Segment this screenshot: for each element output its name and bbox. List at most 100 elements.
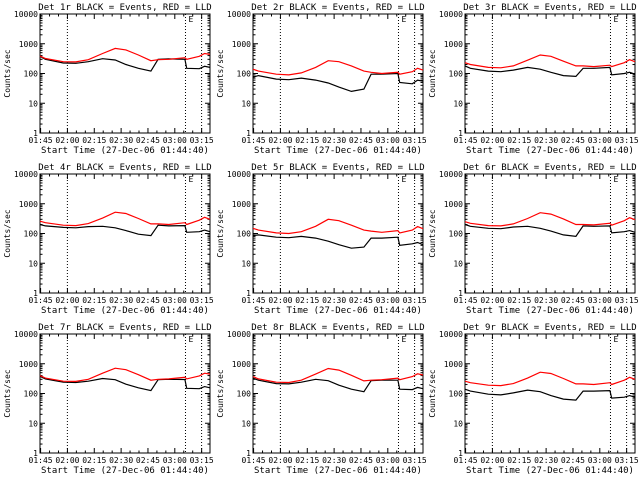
x-tick-label: 02:00 [268,136,292,145]
y-axis-label: Counts/sec [3,49,12,97]
series-line-lld [39,211,211,227]
marker-e: E [188,335,193,344]
plot-frame [39,173,211,294]
x-tick-label: 02:00 [268,456,292,465]
x-tick-label: 02:45 [136,136,160,145]
x-tick-label: 02:15 [507,456,531,465]
y-axis-label: Counts/sec [428,49,437,97]
x-tick-label: 02:45 [561,456,585,465]
y-tick-label: 10 [241,419,251,428]
y-tick-label: 1 [246,289,251,298]
x-axis-label: Start Time (27-Dec-06 01:44:40) [254,306,422,316]
y-tick-label: 100 [237,70,252,79]
series-line-lld [39,367,211,383]
x-axis-label: Start Time (27-Dec-06 01:44:40) [41,146,209,156]
y-tick-label: 10 [241,99,251,108]
y-tick-label: 10000 [227,10,251,19]
y-tick-label: 1000 [232,40,251,49]
x-tick-label: 02:45 [136,296,160,305]
series-line-lld [464,54,636,69]
y-tick-label: 1000 [444,360,463,369]
x-tick-label: 02:00 [480,296,504,305]
series-line-events [464,65,636,78]
marker-e: E [401,335,406,344]
panel-det-6: Det 6r BLACK = Events, RED = LLD 1 10 100 10… [428,163,639,316]
x-tick-label: 02:00 [268,296,292,305]
x-tick-label: 03:00 [163,456,187,465]
y-tick-label: 1 [458,289,463,298]
x-tick-label: 03:00 [163,296,187,305]
y-tick-label: 100 [24,230,39,239]
y-axis-label: Counts/sec [428,209,437,257]
plot-frame [252,333,424,454]
marker-e: E [188,15,193,24]
x-axis-label: Start Time (27-Dec-06 01:44:40) [254,146,422,156]
series-line-events [39,55,211,72]
x-tick-label: 01:45 [242,136,266,145]
x-tick-label: 03:00 [376,296,400,305]
x-tick-label: 02:30 [322,136,346,145]
x-tick-label: 02:15 [295,136,319,145]
series-line-lld [252,367,424,384]
y-tick-label: 100 [449,70,464,79]
series-line-events [252,377,424,393]
x-tick-label: 02:00 [55,296,79,305]
y-tick-label: 10 [241,259,251,268]
x-tick-label: 01:45 [29,456,53,465]
x-tick-label: 02:15 [82,456,106,465]
x-tick-label: 03:00 [376,136,400,145]
x-tick-label: 01:45 [29,136,53,145]
panel-det-5: Det 5r BLACK = Events, RED = LLD 1 10 100 10… [216,163,427,316]
plot-frame [39,13,211,134]
series-line-events [464,223,636,238]
x-tick-label: 02:30 [109,296,133,305]
x-tick-label: 03:15 [403,296,427,305]
x-tick-label: 02:45 [349,456,373,465]
x-tick-label: 03:15 [615,136,639,145]
x-tick-label: 02:15 [82,296,106,305]
panel-title: Det 3r BLACK = Events, RED = LLD [463,3,636,13]
x-axis-label: Start Time (27-Dec-06 01:44:40) [466,466,634,476]
y-tick-label: 10000 [14,170,38,179]
plot-frame [464,333,636,454]
y-tick-label: 10 [28,259,38,268]
x-tick-label: 02:45 [561,296,585,305]
marker-e: E [613,335,618,344]
x-tick-label: 02:00 [55,136,79,145]
y-tick-label: 1 [246,129,251,138]
y-tick-label: 10000 [439,330,463,339]
marker-e: E [401,175,406,184]
panel-det-9: Det 9r BLACK = Events, RED = LLD 1 10 100 10… [428,323,639,476]
x-tick-label: 02:45 [561,136,585,145]
y-tick-label: 1 [458,129,463,138]
x-axis-label: Start Time (27-Dec-06 01:44:40) [41,466,209,476]
x-tick-label: 03:15 [403,136,427,145]
y-tick-label: 1 [33,449,38,458]
panel-title: Det 9r BLACK = Events, RED = LLD [463,323,636,333]
x-tick-label: 03:00 [588,136,612,145]
marker-e: E [613,15,618,24]
x-tick-label: 02:45 [349,296,373,305]
x-axis-label: Start Time (27-Dec-06 01:44:40) [466,146,634,156]
x-tick-label: 02:15 [507,296,531,305]
series-line-events [464,388,636,401]
y-tick-label: 10 [453,99,463,108]
panel-title: Det 2r BLACK = Events, RED = LLD [251,3,424,13]
y-tick-label: 10 [453,259,463,268]
panel-title: Det 7r BLACK = Events, RED = LLD [38,323,211,333]
y-tick-label: 1000 [444,200,463,209]
panel-title: Det 8r BLACK = Events, RED = LLD [251,323,424,333]
y-tick-label: 100 [449,390,464,399]
x-tick-label: 02:45 [349,136,373,145]
x-tick-label: 01:45 [454,456,478,465]
x-tick-label: 02:45 [136,456,160,465]
panel-title: Det 1r BLACK = Events, RED = LLD [38,3,211,13]
series-line-lld [39,47,211,63]
y-tick-label: 10000 [227,170,251,179]
x-tick-label: 03:15 [190,456,214,465]
panel-det-2: Det 2r BLACK = Events, RED = LLD 1 10 100 10… [216,3,427,156]
series-line-lld [464,371,636,387]
y-tick-label: 10000 [14,330,38,339]
series-line-events [39,223,211,237]
